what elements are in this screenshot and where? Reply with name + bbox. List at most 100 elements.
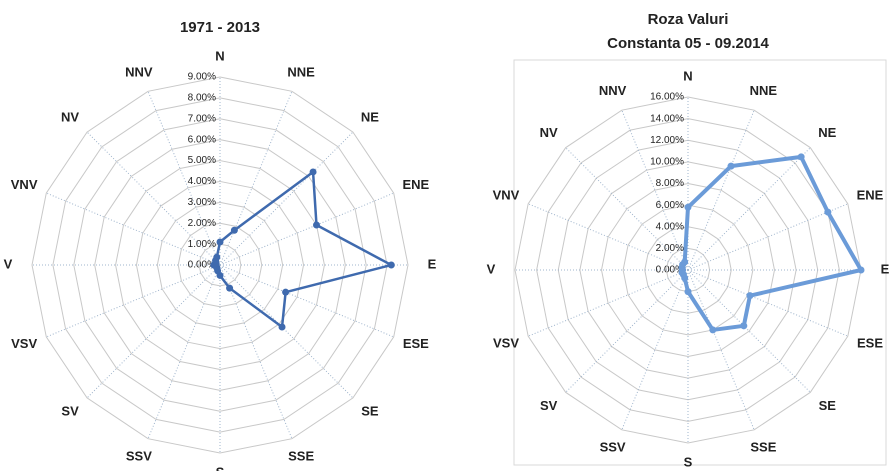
chart-title: 1971 - 2013: [180, 19, 260, 36]
direction-label: VSV: [11, 336, 37, 351]
data-point: [282, 288, 290, 296]
direction-label: S: [216, 464, 225, 471]
series-line: [212, 170, 393, 329]
data-point: [278, 323, 286, 331]
tick-label: 4.00%: [188, 176, 216, 187]
direction-label: SSE: [288, 449, 314, 464]
direction-label: SV: [61, 404, 79, 419]
direction-label: NV: [61, 109, 79, 124]
data-point: [684, 203, 692, 211]
data-point: [387, 261, 395, 269]
tick-label: 7.00%: [188, 113, 216, 124]
spoke: [565, 147, 689, 271]
grid-ring: [600, 182, 776, 358]
direction-label: E: [428, 256, 437, 271]
direction-label: NV: [540, 125, 558, 140]
data-point: [727, 162, 735, 170]
spoke: [86, 131, 221, 266]
grid-ring: [514, 96, 862, 444]
data-point: [230, 226, 238, 234]
spoke: [527, 203, 689, 271]
spoke: [687, 109, 755, 271]
data-point: [312, 221, 320, 229]
data-point: [226, 284, 234, 292]
direction-label: E: [881, 261, 890, 276]
direction-label: N: [683, 68, 692, 83]
direction-label: ENE: [402, 177, 429, 192]
tick-label: 8.00%: [656, 178, 684, 189]
tick-label: 3.00%: [188, 197, 216, 208]
spoke: [219, 91, 293, 266]
tick-label: 12.00%: [650, 135, 684, 146]
tick-label: 5.00%: [188, 155, 216, 166]
spoke: [46, 192, 221, 266]
direction-label: NNV: [599, 83, 627, 98]
direction-label: V: [4, 256, 13, 271]
spoke: [527, 269, 689, 337]
spoke: [86, 264, 221, 399]
grid-ring: [156, 201, 284, 329]
data-point: [684, 288, 692, 296]
direction-label: S: [684, 454, 693, 469]
direction-label: N: [215, 48, 224, 63]
data-point: [857, 266, 865, 274]
direction-label: SSV: [126, 449, 152, 464]
plot-frame: [513, 59, 887, 466]
direction-label: V: [487, 261, 496, 276]
chart-subtitle: Constanta 05 - 09.2014: [607, 35, 769, 52]
grid-ring: [135, 180, 305, 350]
data-point: [797, 153, 805, 161]
tick-label: 6.00%: [656, 200, 684, 211]
spoke: [219, 131, 354, 266]
spoke: [621, 269, 689, 431]
tick-label: 4.00%: [656, 221, 684, 232]
direction-label: SSE: [750, 440, 776, 455]
spoke: [687, 269, 811, 393]
direction-label: NE: [818, 125, 836, 140]
data-point: [213, 253, 221, 261]
spoke: [147, 91, 221, 266]
spoke: [147, 264, 221, 439]
spoke: [687, 269, 849, 337]
data-point: [746, 292, 754, 300]
data-point: [740, 322, 748, 330]
direction-label: NNE: [750, 83, 778, 98]
spoke: [46, 264, 221, 338]
tick-label: 8.00%: [188, 93, 216, 104]
direction-label: ENE: [857, 188, 884, 203]
data-point: [309, 168, 317, 176]
data-point: [709, 326, 717, 334]
grid-ring: [73, 118, 367, 412]
grid-ring: [177, 222, 263, 308]
grid-ring: [52, 97, 388, 433]
grid-ring: [31, 76, 409, 454]
tick-label: 16.00%: [650, 92, 684, 103]
direction-label: SV: [540, 398, 558, 413]
grid-ring: [94, 139, 346, 391]
direction-label: SSV: [600, 440, 626, 455]
grid-ring: [198, 243, 242, 287]
data-point: [681, 258, 689, 266]
spoke: [219, 192, 394, 266]
direction-label: NE: [361, 109, 379, 124]
direction-label: NNE: [287, 64, 315, 79]
tick-label: 2.00%: [656, 243, 684, 254]
tick-label: 2.00%: [188, 218, 216, 229]
direction-label: VSV: [493, 335, 519, 350]
direction-label: VNV: [493, 188, 520, 203]
spoke: [687, 269, 755, 431]
tick-label: 10.00%: [650, 157, 684, 168]
spoke: [687, 203, 849, 271]
grid-ring: [115, 160, 325, 370]
spoke: [219, 264, 394, 338]
direction-label: SE: [361, 404, 379, 419]
direction-label: NNV: [125, 64, 153, 79]
tick-label: 1.00%: [188, 239, 216, 250]
spoke: [565, 269, 689, 393]
spoke: [687, 147, 811, 271]
spoke: [219, 264, 293, 439]
spoke: [219, 264, 354, 399]
direction-label: ESE: [857, 335, 883, 350]
data-point: [824, 208, 832, 216]
